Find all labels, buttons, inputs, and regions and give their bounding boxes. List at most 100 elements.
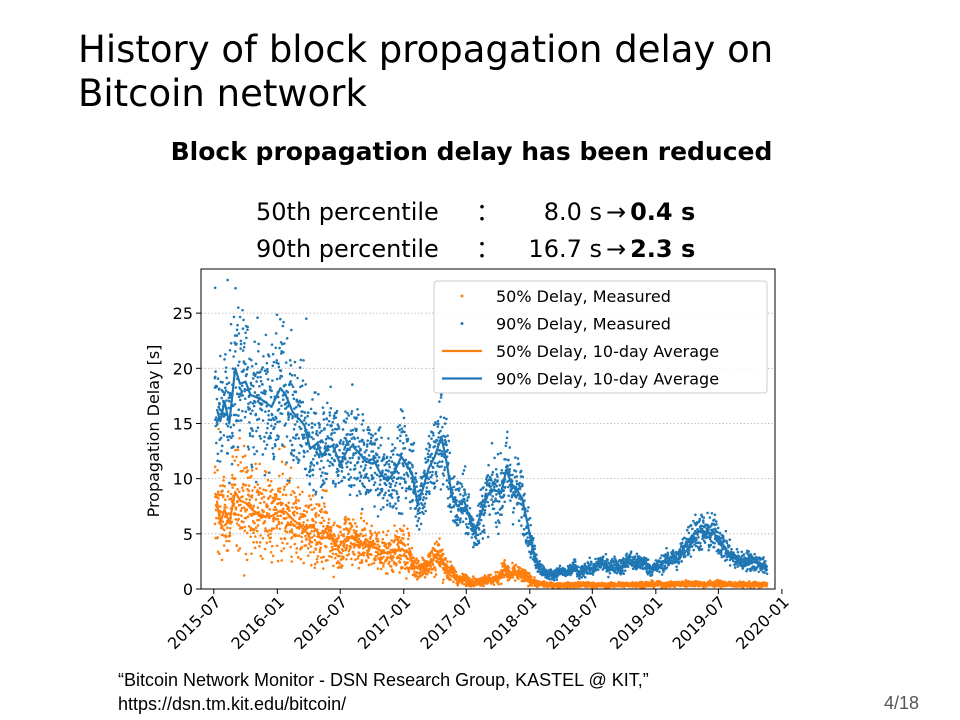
measured-point [337, 424, 340, 428]
measured-point [264, 471, 268, 474]
measured-point [472, 545, 475, 549]
measured-point [332, 414, 336, 418]
measured-point [230, 473, 234, 477]
measured-point [414, 506, 418, 510]
measured-point [287, 415, 291, 419]
measured-point [294, 495, 298, 499]
measured-point [474, 537, 478, 540]
measured-point [279, 537, 283, 540]
measured-point [639, 563, 642, 567]
measured-point [303, 514, 307, 518]
measured-point [375, 473, 379, 477]
measured-point [322, 411, 326, 414]
measured-point [292, 448, 296, 452]
measured-point [427, 490, 431, 493]
measured-point [307, 423, 311, 427]
measured-point [508, 470, 511, 473]
measured-point [378, 483, 382, 486]
measured-point [314, 391, 317, 394]
measured-point [491, 503, 494, 507]
measured-point [224, 353, 227, 356]
measured-point [332, 575, 336, 579]
measured-point [313, 566, 317, 570]
measured-point [365, 559, 368, 563]
measured-point [228, 527, 232, 530]
measured-point [446, 448, 449, 452]
measured-point [331, 552, 335, 556]
measured-point [274, 346, 278, 350]
measured-point [527, 506, 530, 509]
measured-point [441, 483, 445, 486]
measured-point [351, 518, 355, 521]
measured-point [433, 444, 437, 448]
measured-point [260, 497, 264, 500]
measured-point [455, 499, 458, 502]
measured-point [253, 340, 257, 344]
measured-point [396, 425, 400, 429]
measured-point [242, 444, 246, 448]
measured-point [219, 484, 222, 488]
measured-point [225, 376, 229, 380]
y-axis-label: Propagation Delay [s] [144, 345, 163, 518]
measured-point [423, 505, 426, 508]
measured-point [529, 523, 533, 527]
measured-point [258, 434, 262, 438]
measured-point [330, 456, 334, 460]
measured-point [216, 490, 220, 493]
measured-point [703, 541, 707, 544]
measured-point [313, 454, 317, 457]
measured-point [235, 334, 239, 337]
measured-point [445, 443, 448, 447]
measured-point [356, 436, 360, 440]
measured-point [367, 454, 371, 457]
measured-point [297, 534, 301, 538]
measured-point [350, 432, 354, 436]
measured-point [328, 411, 332, 414]
measured-point [366, 426, 370, 429]
measured-point [236, 445, 240, 449]
measured-point [341, 428, 345, 431]
measured-point [389, 504, 392, 508]
measured-point [408, 448, 412, 452]
measured-point [399, 557, 403, 561]
measured-point [386, 499, 389, 502]
measured-point [267, 528, 271, 532]
measured-point [257, 493, 260, 497]
measured-point [403, 477, 406, 481]
measured-point [431, 563, 435, 566]
measured-point [486, 500, 490, 504]
measured-point [359, 448, 362, 452]
measured-point [465, 499, 469, 502]
measured-point [400, 486, 404, 490]
measured-point [702, 516, 706, 519]
measured-point [226, 549, 230, 552]
measured-point [376, 487, 380, 491]
measured-point [315, 560, 319, 564]
measured-point [241, 327, 245, 330]
measured-point [665, 546, 668, 550]
measured-point [332, 523, 335, 527]
measured-point [358, 490, 361, 493]
measured-point [338, 448, 341, 452]
measured-point [398, 428, 401, 432]
measured-point [518, 481, 522, 485]
measured-point [428, 471, 432, 474]
measured-point [742, 553, 746, 556]
measured-point [324, 437, 328, 441]
measured-point [385, 533, 388, 537]
measured-point [421, 503, 424, 507]
measured-point [526, 536, 529, 539]
measured-point [221, 381, 224, 384]
stat-p50-separator: ： [476, 198, 500, 226]
measured-point [229, 341, 233, 345]
measured-point [446, 496, 450, 500]
measured-point [511, 576, 515, 579]
measured-point [383, 463, 386, 467]
measured-point [357, 555, 360, 558]
measured-point [487, 504, 491, 508]
measured-point [320, 556, 323, 559]
measured-point [412, 556, 415, 560]
measured-point [256, 524, 260, 527]
measured-point [283, 485, 287, 489]
measured-point [494, 521, 498, 524]
